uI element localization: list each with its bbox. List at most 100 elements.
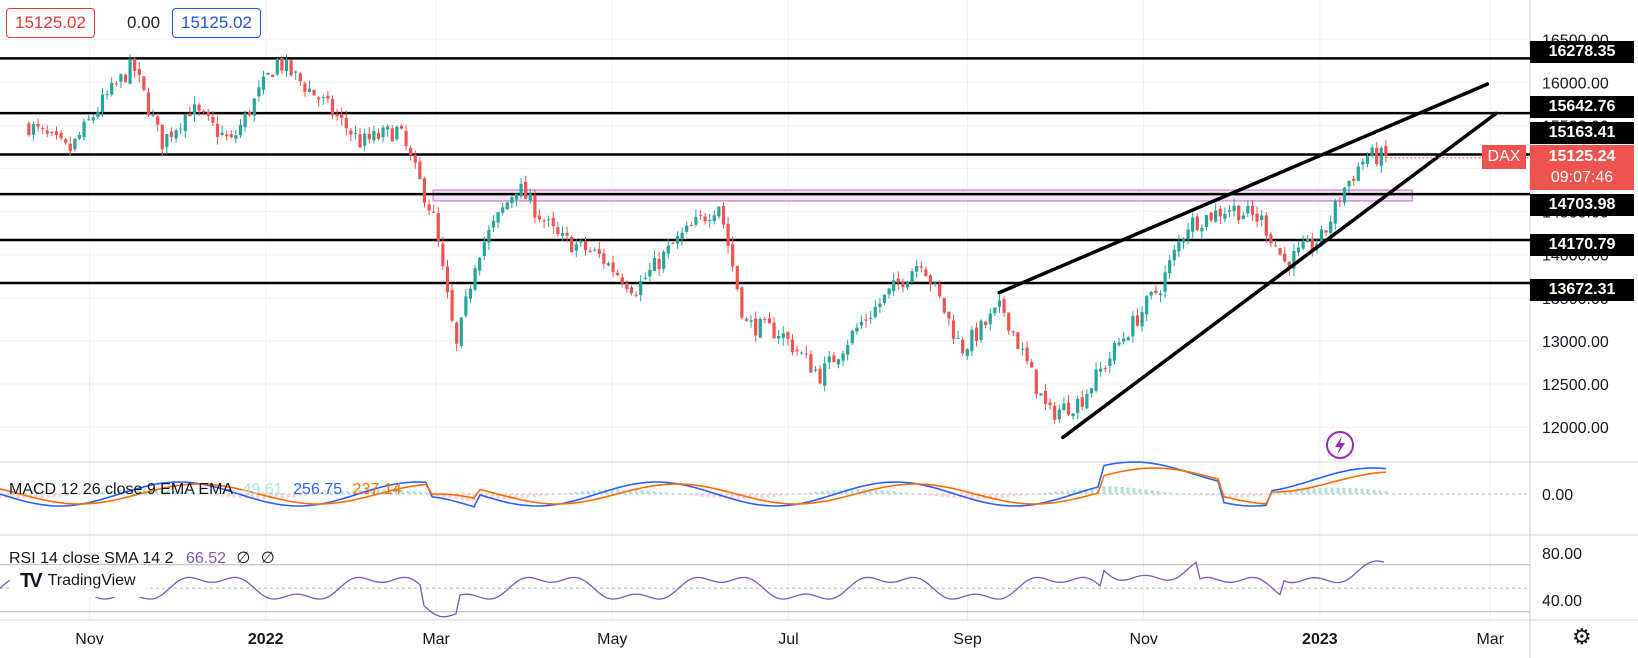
candle-body bbox=[703, 216, 707, 222]
candle bbox=[119, 73, 123, 89]
candle bbox=[50, 130, 54, 137]
candle bbox=[399, 124, 404, 130]
candle-body bbox=[105, 94, 109, 96]
candle bbox=[744, 316, 749, 322]
candle bbox=[956, 330, 960, 339]
candle bbox=[809, 350, 813, 373]
candle-group bbox=[27, 54, 1388, 424]
candle-body bbox=[850, 330, 854, 344]
macd-legend[interactable]: MACD 12 26 close 9 EMA EMA 49.61 256.75 … bbox=[9, 481, 401, 499]
macd-histogram-bar bbox=[1204, 494, 1208, 496]
macd-histogram-bar bbox=[676, 493, 680, 495]
macd-histogram-bar bbox=[448, 494, 452, 499]
candle bbox=[275, 57, 279, 76]
candle bbox=[335, 108, 339, 121]
candle-body bbox=[988, 313, 992, 325]
candle-body bbox=[1365, 155, 1370, 164]
macd-histogram-bar bbox=[874, 489, 878, 494]
candle-body bbox=[1200, 227, 1204, 232]
candle-body bbox=[100, 94, 105, 113]
candle-body bbox=[997, 300, 1002, 307]
candle bbox=[298, 71, 302, 86]
candle-body bbox=[220, 132, 224, 135]
candle bbox=[501, 203, 505, 216]
candle-body bbox=[519, 184, 523, 197]
candle-body bbox=[556, 227, 560, 235]
candle bbox=[455, 321, 459, 352]
candle bbox=[1186, 222, 1190, 245]
candle-body bbox=[951, 320, 956, 339]
rsi-legend[interactable]: RSI 14 close SMA 14 2 66.52 ∅ ∅ bbox=[9, 548, 275, 568]
macd-histogram-bar bbox=[82, 493, 86, 495]
candle-body bbox=[289, 60, 293, 76]
candle bbox=[261, 70, 266, 95]
macd-histogram-bar bbox=[1234, 494, 1238, 499]
candle-body bbox=[363, 133, 367, 146]
macd-histogram-bar bbox=[754, 494, 758, 499]
candle bbox=[1347, 180, 1351, 193]
candle bbox=[1122, 332, 1126, 345]
rsi-tick-label: 80.00 bbox=[1542, 546, 1582, 563]
candle-body bbox=[1338, 200, 1342, 202]
macd-histogram-bar bbox=[886, 490, 890, 494]
candle-body bbox=[202, 110, 206, 113]
candle bbox=[1195, 213, 1199, 232]
price-badge-right[interactable]: 15125.02 bbox=[172, 8, 261, 38]
macd-histogram-bar bbox=[262, 494, 266, 499]
candle bbox=[1158, 290, 1163, 303]
macd-histogram-bar bbox=[826, 490, 830, 494]
macd-line bbox=[0, 461, 1387, 508]
candle-body bbox=[754, 318, 758, 336]
candle-body bbox=[574, 244, 578, 251]
macd-histogram-bar bbox=[196, 493, 200, 495]
candle bbox=[915, 259, 919, 279]
candle-body bbox=[1039, 393, 1043, 396]
candle-body bbox=[1168, 260, 1172, 274]
macd-histogram-bar bbox=[1384, 491, 1388, 494]
candle-body bbox=[597, 249, 601, 254]
macd-histogram-bar bbox=[1288, 490, 1292, 494]
candle-body bbox=[1099, 368, 1103, 372]
candle bbox=[1085, 389, 1089, 410]
candle-body bbox=[620, 277, 624, 284]
candle bbox=[763, 316, 767, 324]
candle-body bbox=[896, 278, 900, 283]
candle bbox=[938, 280, 942, 299]
settings-gear-icon[interactable]: ⚙ bbox=[1572, 624, 1592, 649]
price-badge-left[interactable]: 15125.02 bbox=[6, 8, 95, 38]
candle bbox=[537, 209, 542, 222]
candle-body bbox=[238, 124, 243, 136]
candle bbox=[974, 322, 979, 347]
macd-histogram-bar bbox=[22, 494, 26, 499]
candle-body bbox=[1181, 238, 1186, 243]
macd-histogram-bar bbox=[172, 490, 176, 494]
candle-body bbox=[629, 287, 634, 294]
macd-histogram-bar bbox=[202, 494, 206, 495]
candle bbox=[294, 70, 298, 80]
macd-histogram-bar bbox=[292, 494, 296, 498]
candle bbox=[137, 61, 141, 83]
candle bbox=[390, 125, 394, 142]
candle-body bbox=[583, 241, 588, 251]
tradingview-logo[interactable]: TV TradingView bbox=[10, 565, 146, 597]
macd-histogram-bar bbox=[832, 490, 836, 494]
level-tag-5: 14170.79 bbox=[1530, 234, 1634, 256]
candle-body bbox=[87, 119, 91, 121]
macd-histogram-bar bbox=[928, 494, 932, 496]
macd-histogram-bar bbox=[1354, 488, 1358, 494]
candle-body bbox=[404, 131, 408, 147]
candle bbox=[547, 215, 551, 228]
macd-histogram-bar bbox=[1072, 490, 1076, 494]
macd-histogram-bar bbox=[1126, 487, 1130, 494]
candle-body bbox=[528, 193, 532, 201]
candle bbox=[910, 268, 914, 283]
macd-histogram-bar bbox=[1210, 494, 1214, 496]
macd-histogram-bar bbox=[106, 490, 110, 494]
candle bbox=[450, 283, 454, 323]
candle bbox=[804, 345, 808, 359]
candle-body bbox=[685, 225, 689, 232]
candle bbox=[330, 95, 335, 120]
candle bbox=[1062, 396, 1066, 411]
candle bbox=[1048, 398, 1052, 410]
